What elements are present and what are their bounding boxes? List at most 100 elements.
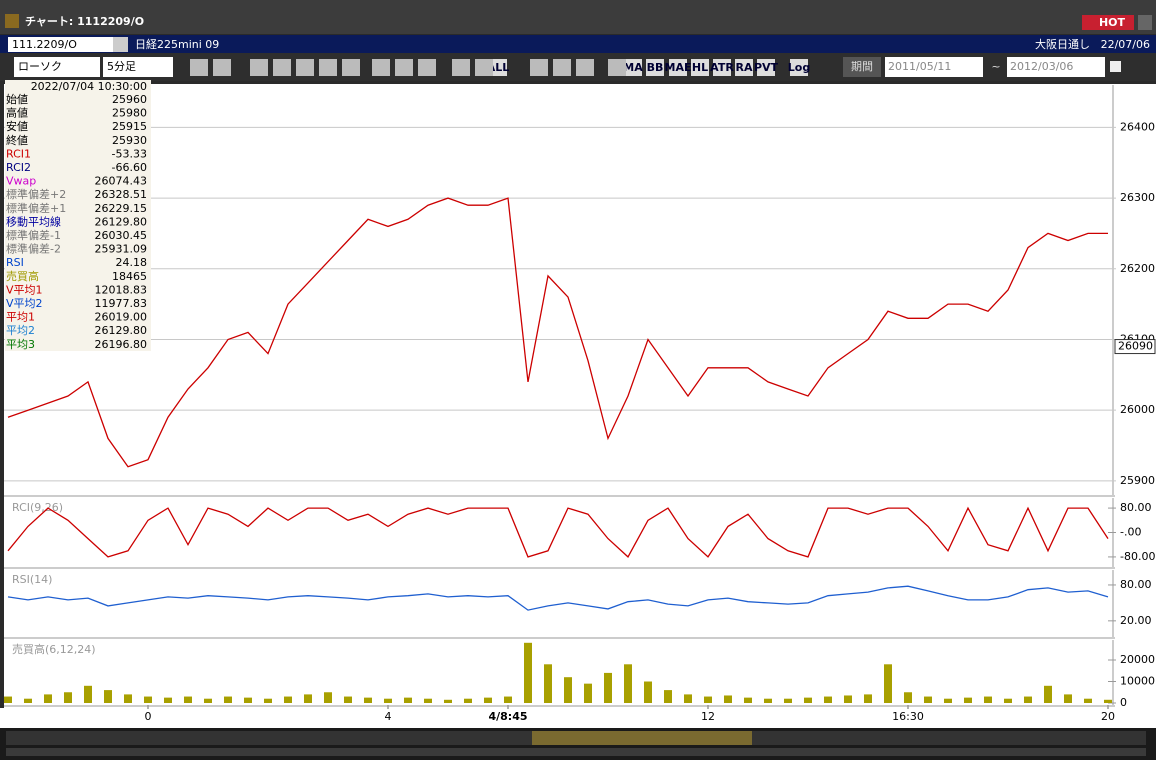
info-value: -53.33 [112,147,147,160]
tool-icon-label[interactable]: MA [623,61,643,74]
symbol-name: 日経225mini 09 [135,38,219,51]
dropdown-arrow[interactable] [113,37,128,52]
tool-icon[interactable] [372,59,390,76]
tool-icon[interactable] [735,59,753,76]
tool-icon[interactable] [713,59,731,76]
volume-bar [424,698,432,704]
tool-icon[interactable] [489,59,507,76]
info-label: 終値 [6,133,28,147]
volume-bar [1004,698,1012,704]
checkbox[interactable] [1110,61,1121,72]
volume-bar [724,695,732,704]
tool-icon[interactable] [418,59,436,76]
volume-bar [784,698,792,704]
info-value: 26074.43 [95,175,148,188]
chart-area [4,84,1156,708]
period-button[interactable] [843,57,881,77]
tool-icon[interactable] [190,59,208,76]
tool-icon-label[interactable]: MAE [665,61,692,74]
tool-icon[interactable] [790,59,808,76]
volume-bar [24,698,32,704]
info-value: 26229.15 [95,202,148,215]
tool-icon[interactable] [250,59,268,76]
info-label: 売買高 [6,269,39,283]
volume-bar [84,685,92,704]
hot-button[interactable] [1082,15,1134,30]
tool-icon[interactable] [646,59,664,76]
y-tick-label: 20.00 [1120,614,1152,627]
interval[interactable]: 5分足 [107,60,136,73]
volume-bar [564,677,572,704]
app-icon [5,14,19,28]
x-tick-label: 0 [145,710,152,723]
symbol-input[interactable] [8,37,128,52]
y-tick-label: 80.00 [1120,578,1152,591]
info-label: 標準偏差-1 [6,228,61,242]
tool-icon[interactable] [319,59,337,76]
to-date[interactable]: 2012/03/06 [1010,60,1073,73]
info-label: RSI [6,256,24,269]
info-value: 12018.83 [95,283,148,296]
hot-label[interactable]: HOT [1099,16,1126,29]
tool-icon[interactable] [530,59,548,76]
tool-icon-label[interactable]: HL [692,61,708,74]
info-label: 始値 [6,92,28,106]
volume-bar [844,695,852,704]
tool-icon[interactable] [691,59,709,76]
market-name: 大阪日通し [1035,37,1090,51]
symbol-code[interactable]: 111.2209/O [12,38,77,51]
volume-bar [904,692,912,704]
from-date[interactable]: 2011/05/11 [888,60,951,73]
x-tick-label: 20 [1101,710,1115,723]
info-label: V平均2 [6,297,43,310]
interval-select[interactable] [103,57,173,77]
market-date: 22/07/06 [1101,38,1150,51]
tool-icon[interactable] [475,59,493,76]
tool-icon[interactable] [342,59,360,76]
from-date-input[interactable] [885,57,983,77]
symbol-bar [0,35,1156,53]
info-value: 26196.80 [95,338,148,351]
tool-icon[interactable] [669,59,687,76]
volume-bar [1064,694,1072,704]
panel-label: RCI(9,26) [12,501,63,514]
tool-icon[interactable] [273,59,291,76]
volume-bar [664,690,672,704]
info-value: 24.18 [116,256,148,269]
tool-icon-label[interactable]: ATR [710,61,734,74]
volume-bar [1044,685,1052,704]
tool-icon[interactable] [553,59,571,76]
tool-icon[interactable] [213,59,231,76]
period-label[interactable]: 期間 [851,60,873,73]
info-value: 18465 [112,270,147,283]
tool-icon[interactable] [624,59,642,76]
scrollbar-thumb[interactable] [532,731,752,745]
volume-bar [364,697,372,704]
tool-icon-label[interactable]: RA [736,61,753,74]
chart-type-select[interactable] [14,57,100,77]
volume-bar [484,697,492,704]
volume-bar [184,696,192,704]
status-strip [6,748,1146,756]
tool-icon[interactable] [757,59,775,76]
tool-icon[interactable] [395,59,413,76]
tool-icon-label[interactable]: BB [647,61,664,74]
tool-icon[interactable] [576,59,594,76]
tool-icon[interactable] [452,59,470,76]
volume-bar [644,681,652,704]
volume-bar [464,698,472,704]
volume-bar [744,697,752,704]
tool-icon[interactable] [608,59,626,76]
tool-icon-label[interactable]: PVT [754,61,779,74]
to-date-input[interactable] [1007,57,1105,77]
tool-icon-label[interactable]: Log [788,61,810,74]
chart-type[interactable]: ローソク [18,60,62,73]
volume-bar [44,694,52,704]
volume-bar [544,664,552,704]
volume-bar [344,696,352,704]
tool-icon[interactable] [296,59,314,76]
info-value: 26030.45 [95,229,148,242]
close-button[interactable] [1138,15,1152,30]
info-label: RCI1 [6,147,31,160]
